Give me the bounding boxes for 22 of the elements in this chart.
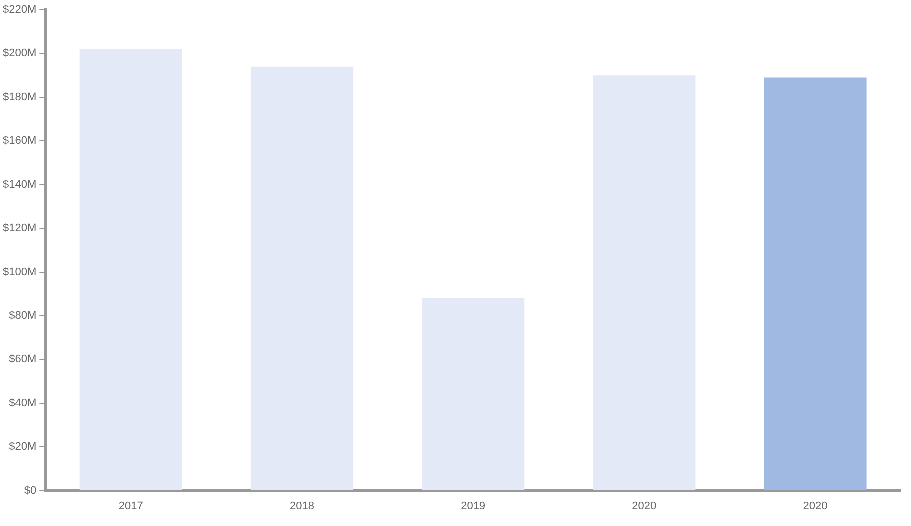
bar <box>422 298 525 490</box>
y-tick-label: $160M <box>2 135 37 148</box>
y-tick-label: $200M <box>2 48 37 60</box>
x-tick-label: 2019 <box>461 500 486 512</box>
y-tick-label: $220M <box>2 4 37 16</box>
y-tick-label: $120M <box>2 222 37 235</box>
bar <box>80 49 182 490</box>
y-tick-label: $180M <box>2 91 37 104</box>
y-tick-label: $0 <box>24 484 37 497</box>
y-tick-label: $140M <box>2 178 37 191</box>
bar <box>593 76 696 490</box>
bar <box>764 78 867 490</box>
x-tick-label: 2020 <box>632 500 657 512</box>
bar <box>250 66 354 490</box>
y-tick-label: $60M <box>9 354 37 366</box>
y-tick-label: $100M <box>2 266 37 278</box>
x-tick-label: 2018 <box>290 500 314 512</box>
x-tick-label: 2017 <box>118 500 144 512</box>
y-tick-label: $20M <box>9 441 37 454</box>
y-tick-label: $80M <box>9 310 37 322</box>
x-tick-label: 2020 <box>803 500 828 512</box>
y-tick-label: $40M <box>9 397 37 410</box>
